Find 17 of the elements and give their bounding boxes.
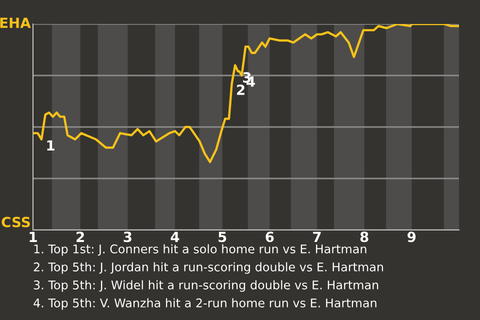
text: EHA [0,18,31,28]
x-tick-label: 2 [76,232,84,242]
x-tick-label: 5 [218,232,226,242]
x-tick-label: 3 [124,232,132,242]
text: 1. Top 1st: J. Conners hit a solo home run vs E. Hartman [34,244,366,256]
text: 3. Top 5th: J. Widel hit a run-scoring double vs E. Hartman [34,280,378,292]
text: CSS [2,216,30,228]
text: 2. Top 5th: J. Jordan hit a run-scoring double vs E. Hartman [34,262,383,274]
x-tick-label: 4 [170,232,180,242]
x-tick-label: 6 [266,232,274,242]
x-tick-label: 9 [408,232,416,242]
x-tick-label: 7 [313,232,321,242]
x-tick-label: 8 [360,232,368,242]
annotation: 2 [237,84,244,95]
text: 4. Top 5th: V. Wanzha hit a 2-run home run vs E. Hartman [34,298,376,310]
x-tick-label: 1 [30,232,37,242]
annotation: 1 [47,140,54,150]
